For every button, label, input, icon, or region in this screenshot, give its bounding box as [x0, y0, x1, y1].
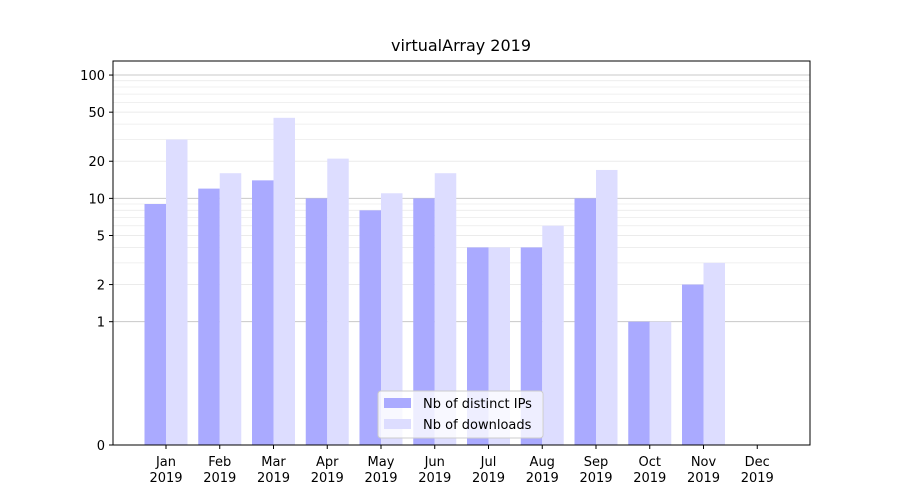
legend-swatch-distinct-ips: [384, 398, 411, 408]
y-tick-label: 20: [88, 155, 105, 170]
bar-downloads: [219, 173, 242, 446]
bar-downloads: [381, 193, 403, 445]
x-tick-label-month: Oct: [639, 455, 661, 470]
bar-distinct-ips: [682, 284, 704, 445]
legend-label-distinct-ips: Nb of distinct IPs: [423, 397, 532, 412]
y-tick-label: 1: [97, 316, 105, 331]
legend-swatch-downloads: [384, 419, 411, 429]
legend: Nb of distinct IPs Nb of downloads: [377, 390, 544, 439]
x-tick-label-month: Jun: [424, 455, 445, 470]
bar-distinct-ips: [628, 321, 650, 445]
bar-distinct-ips: [413, 198, 435, 445]
bar-distinct-ips: [198, 188, 220, 446]
x-tick-label-year: 2019: [311, 471, 344, 486]
chart-title: virtualArray 2019: [391, 36, 531, 55]
bars: [144, 117, 725, 446]
x-tick-label-year: 2019: [418, 471, 451, 486]
y-tick-label: 2: [97, 279, 105, 294]
x-tick-label-month: May: [368, 455, 395, 470]
x-tick-label-month: Apr: [316, 455, 339, 470]
bar-downloads: [273, 117, 295, 446]
legend-label-downloads: Nb of downloads: [423, 418, 532, 433]
bar-downloads: [542, 225, 564, 445]
x-tick-label-year: 2019: [203, 471, 236, 486]
bar-downloads: [703, 262, 725, 445]
bar-distinct-ips: [359, 210, 381, 445]
x-tick-label-year: 2019: [741, 471, 774, 486]
y-tick-label: 5: [97, 229, 105, 244]
bar-distinct-ips: [252, 180, 274, 445]
x-tick-label-month: Mar: [261, 455, 286, 470]
y-tick-label: 100: [80, 69, 105, 84]
bar-downloads: [649, 321, 672, 445]
x-tick-label-month: Aug: [530, 455, 555, 470]
bar-downloads: [166, 139, 188, 445]
y-axis: 0 1 2 5 10 20 50 100: [80, 69, 113, 454]
x-tick-label-year: 2019: [149, 471, 182, 486]
bar-downloads: [327, 158, 349, 445]
x-tick-label-month: Feb: [208, 455, 231, 470]
x-tick-label-month: Nov: [691, 455, 717, 470]
x-tick-label-month: Jul: [480, 455, 497, 470]
x-tick-label-month: Dec: [745, 455, 770, 470]
y-tick-label: 50: [88, 106, 105, 121]
bar-downloads: [434, 173, 457, 446]
x-tick-label-year: 2019: [472, 471, 505, 486]
x-tick-label-year: 2019: [526, 471, 559, 486]
x-axis: Jan2019Feb2019Mar2019Apr2019May2019Jun20…: [149, 445, 774, 486]
x-tick-label-year: 2019: [364, 471, 397, 486]
x-tick-label-month: Jan: [155, 455, 176, 470]
bar-distinct-ips: [144, 204, 166, 445]
bar-distinct-ips: [305, 198, 328, 445]
x-tick-label-year: 2019: [257, 471, 290, 486]
legend-box: [377, 390, 544, 439]
plot-frame: [112, 60, 811, 446]
x-tick-label-year: 2019: [579, 471, 612, 486]
x-tick-label-month: Sep: [584, 455, 609, 470]
bar-distinct-ips: [574, 198, 596, 445]
y-tick-label: 0: [97, 439, 105, 454]
x-tick-label-year: 2019: [687, 471, 720, 486]
y-tick-label: 10: [88, 192, 105, 207]
bar-downloads: [596, 169, 618, 445]
x-tick-label-year: 2019: [633, 471, 666, 486]
